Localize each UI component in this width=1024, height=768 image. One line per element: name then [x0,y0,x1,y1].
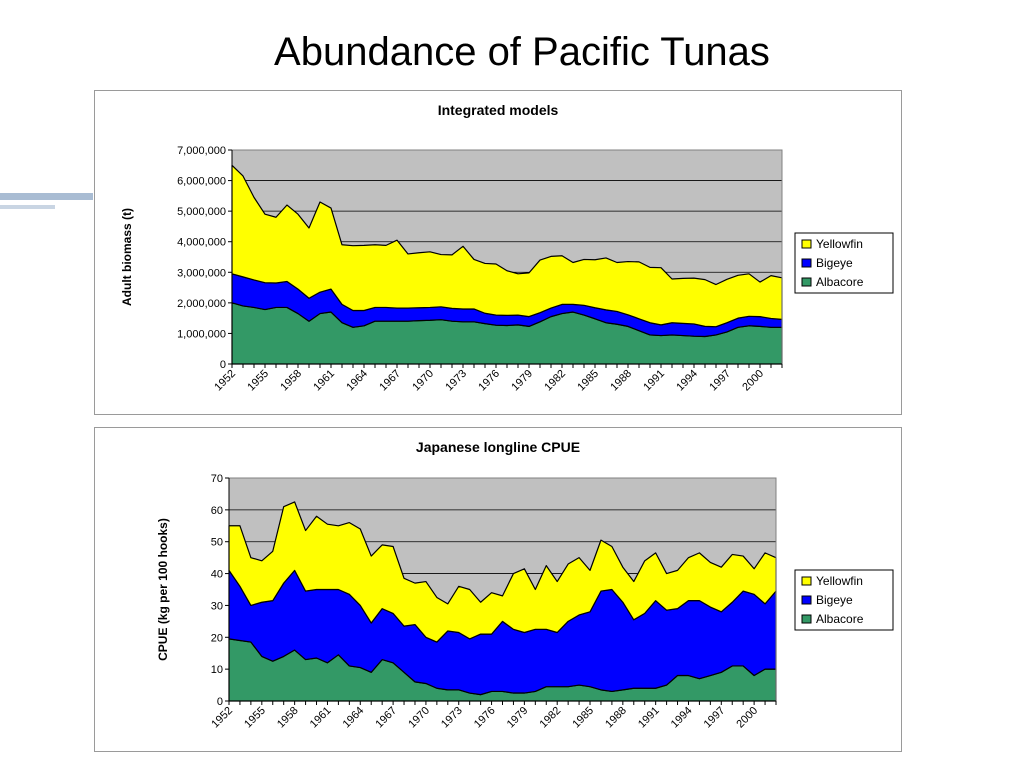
legend-swatch-yellowfin [801,239,812,249]
legend-label-albacore: Albacore [816,612,864,626]
y-tick-label: 1,000,000 [177,328,226,340]
legend-label-albacore: Albacore [816,275,864,289]
y-tick-label: 50 [211,537,223,549]
x-tick-label: 1985 [570,705,596,731]
x-tick-label: 1964 [341,705,367,731]
x-tick-label: 1994 [669,705,695,731]
x-tick-label: 2000 [740,368,766,394]
x-tick-label: 1997 [702,705,728,731]
legend-swatch-albacore [801,277,812,287]
x-tick-label: 1991 [641,368,667,394]
y-tick-label: 7,000,000 [177,145,226,157]
chart-title: Japanese longline CPUE [416,439,580,455]
y-tick-label: 10 [211,664,223,676]
x-tick-label: 1961 [311,368,337,394]
x-tick-label: 1952 [209,705,235,731]
chart-integrated-models: Integrated models 0 1,000,000 2,000,000 3,00… [120,102,894,394]
legend-swatch-bigeye [801,258,812,268]
x-tick-label: 1967 [377,368,403,394]
legend-swatch-bigeye [801,595,812,605]
chart-title: Integrated models [438,102,559,118]
x-tick-label: 1979 [505,705,531,731]
y-axis-label: CPUE (kg per 100 hooks) [156,518,170,661]
y-tick-label: 0 [220,359,226,371]
x-tick-label: 1958 [275,705,301,731]
chart-panel-integrated-models: Integrated models 0 1,000,000 2,000,000 3,00… [94,90,902,415]
x-tick-label: 1979 [509,368,535,394]
x-tick-label: 1973 [439,705,465,731]
y-tick-label: 40 [211,569,223,581]
x-tick-label: 1955 [245,368,271,394]
x-tick-label: 1982 [538,705,564,731]
x-tick-label: 1970 [410,368,436,394]
x-tick-label: 1958 [278,368,304,394]
chart-panel-japanese-longline-cpue: Japanese longline CPUE 0 10 20 30 40 50 60 70 195… [94,427,902,752]
legend-label-yellowfin: Yellowfin [816,574,863,588]
y-tick-label: 3,000,000 [177,267,226,279]
x-tick-label: 1952 [212,368,238,394]
y-tick-label: 4,000,000 [177,237,226,249]
x-tick-label: 1964 [344,368,370,394]
y-axis-label: Adult biomass (t) [120,208,134,306]
y-tick-label: 5,000,000 [177,206,226,218]
y-tick-label: 0 [217,696,223,708]
x-tick-label: 1982 [542,368,568,394]
x-tick-label: 1970 [406,705,432,731]
x-tick-label: 1955 [242,705,268,731]
x-tick-label: 1988 [603,705,629,731]
y-tick-label: 60 [211,505,223,517]
legend-label-bigeye: Bigeye [816,593,853,607]
x-tick-label: 1976 [472,705,498,731]
x-tick-label: 1967 [373,705,399,731]
y-tick-label: 2,000,000 [177,298,226,310]
y-tick-label: 70 [211,473,223,485]
slide-title: Abundance of Pacific Tunas [274,30,770,74]
x-tick-label: 1994 [674,368,700,394]
decorative-bar [0,205,55,209]
legend-swatch-yellowfin [801,576,812,586]
y-tick-label: 30 [211,600,223,612]
x-tick-label: 1976 [476,368,502,394]
decorative-bar [0,193,93,200]
x-tick-label: 1985 [575,368,601,394]
x-tick-label: 1961 [308,705,334,731]
y-tick-label: 6,000,000 [177,176,226,188]
x-tick-label: 1997 [707,368,733,394]
x-tick-label: 1991 [636,705,662,731]
legend-label-bigeye: Bigeye [816,256,853,270]
x-tick-label: 1988 [608,368,634,394]
chart-japanese-longline-cpue: Japanese longline CPUE 0 10 20 30 40 50 60 70 195… [156,439,894,731]
x-tick-label: 2000 [734,705,760,731]
legend-swatch-albacore [801,614,812,624]
x-tick-label: 1973 [443,368,469,394]
legend-label-yellowfin: Yellowfin [816,237,863,251]
y-tick-label: 20 [211,632,223,644]
